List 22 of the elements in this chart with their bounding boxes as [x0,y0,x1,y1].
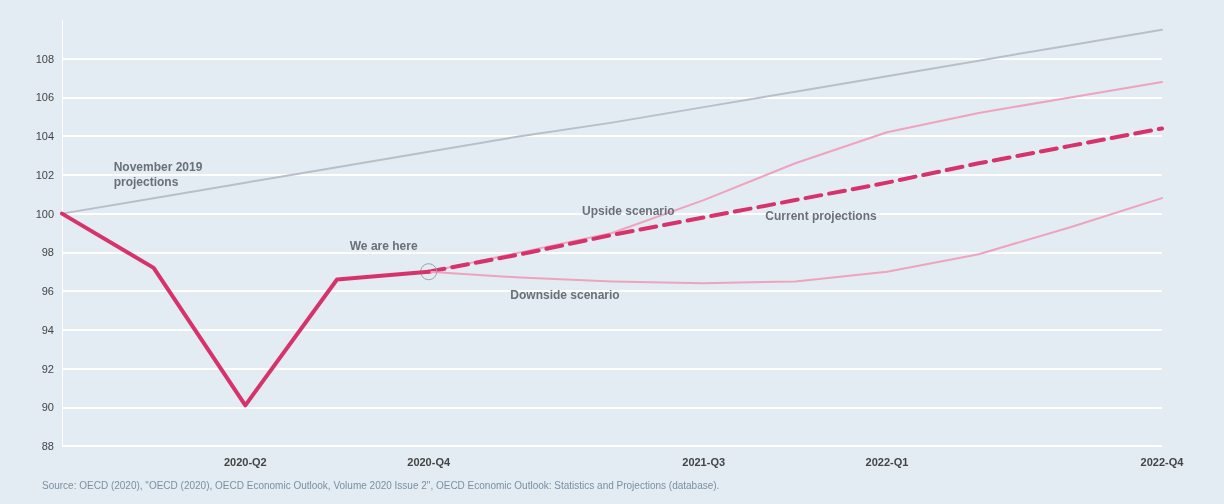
y-tick-label: 102 [35,168,54,181]
x-tick-label: 2020-Q2 [223,455,267,468]
x-tick-label: 2021-Q3 [682,455,726,468]
x-tick-label: 2022-Q1 [865,455,909,468]
series-label: Upside scenario [582,203,675,218]
y-tick-label: 98 [41,246,54,259]
series-label: Current projections [765,208,878,223]
y-tick-label: 92 [41,362,54,375]
annotation: We are here [349,239,418,254]
x-tick-label: 2022-Q4 [1140,455,1185,468]
y-tick-label: 106 [35,91,54,104]
series-label: Downside scenario [510,288,620,303]
y-tick-label: 108 [35,52,54,65]
x-tick-label: 2020-Q4 [407,455,451,468]
y-tick-label: 100 [35,207,54,220]
y-tick-label: 90 [41,401,54,414]
series-label: November 2019 projections [113,159,203,189]
y-tick-label: 96 [41,285,54,298]
y-tick-label: 88 [41,440,54,452]
y-tick-label: 94 [41,323,54,336]
y-tick-label: 104 [35,130,54,143]
source-note: Source: OECD (2020), "OECD (2020), OECD Economic Outlook, Volume 2020 Issue 2", OECD Economic Outlook: Statistics and Projections (database). [42,479,720,491]
